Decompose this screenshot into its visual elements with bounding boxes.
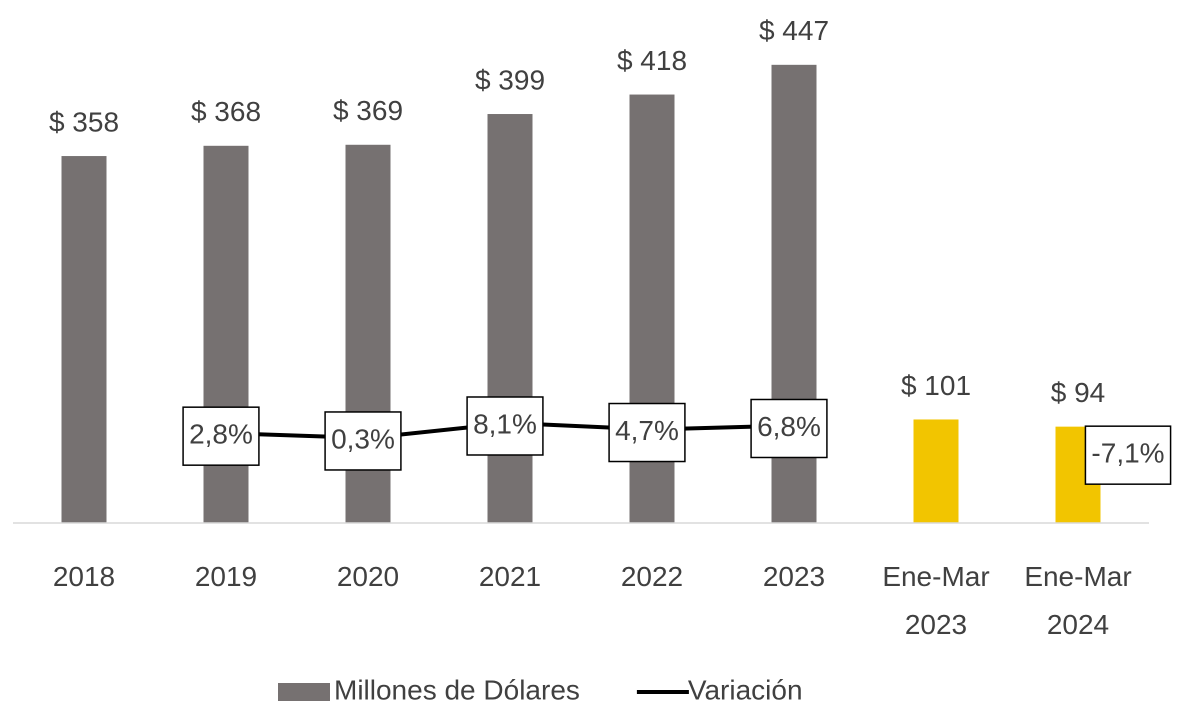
x-tick-label: Ene-Mar 2023 (882, 561, 990, 640)
x-tick-label: 2020 (336, 561, 400, 592)
bar (487, 114, 533, 524)
data-label-box (182, 406, 260, 466)
data-label: $ 369 (333, 95, 403, 126)
bar (61, 156, 107, 524)
data-label: $ 447 (759, 15, 829, 46)
bar (913, 419, 959, 523)
data-label: 6,8% (757, 411, 821, 442)
legend-swatch (278, 683, 330, 701)
data-label: $ 94 (1051, 377, 1106, 408)
data-label-box (324, 411, 402, 471)
data-label-box (608, 402, 686, 463)
data-label: 2,8% (189, 419, 253, 450)
x-tick-label: 2021 (478, 561, 542, 592)
data-label: $ 358 (49, 106, 119, 137)
x-tick-label: 2023 (762, 561, 826, 592)
legend-label: Variación (688, 674, 803, 705)
x-tick-label: 2022 (620, 561, 684, 592)
data-label: $ 368 (191, 96, 261, 127)
data-label: $ 418 (617, 45, 687, 76)
data-label: $ 399 (475, 64, 545, 95)
data-label: 0,3% (331, 423, 395, 454)
data-label-box (466, 396, 544, 456)
data-label-box (1084, 425, 1172, 485)
x-tick-label: 2019 (194, 561, 258, 592)
data-label-box (750, 398, 828, 459)
x-tick-label: Ene-Mar 2024 (1024, 561, 1132, 640)
data-label: $ 101 (901, 370, 971, 401)
data-label: 4,7% (615, 415, 679, 446)
x-tick-label: 2018 (52, 561, 116, 592)
data-label: -7,1% (1091, 438, 1164, 469)
legend-label: Millones de Dólares (334, 674, 580, 705)
data-label: 8,1% (473, 408, 537, 439)
bar (203, 145, 249, 524)
